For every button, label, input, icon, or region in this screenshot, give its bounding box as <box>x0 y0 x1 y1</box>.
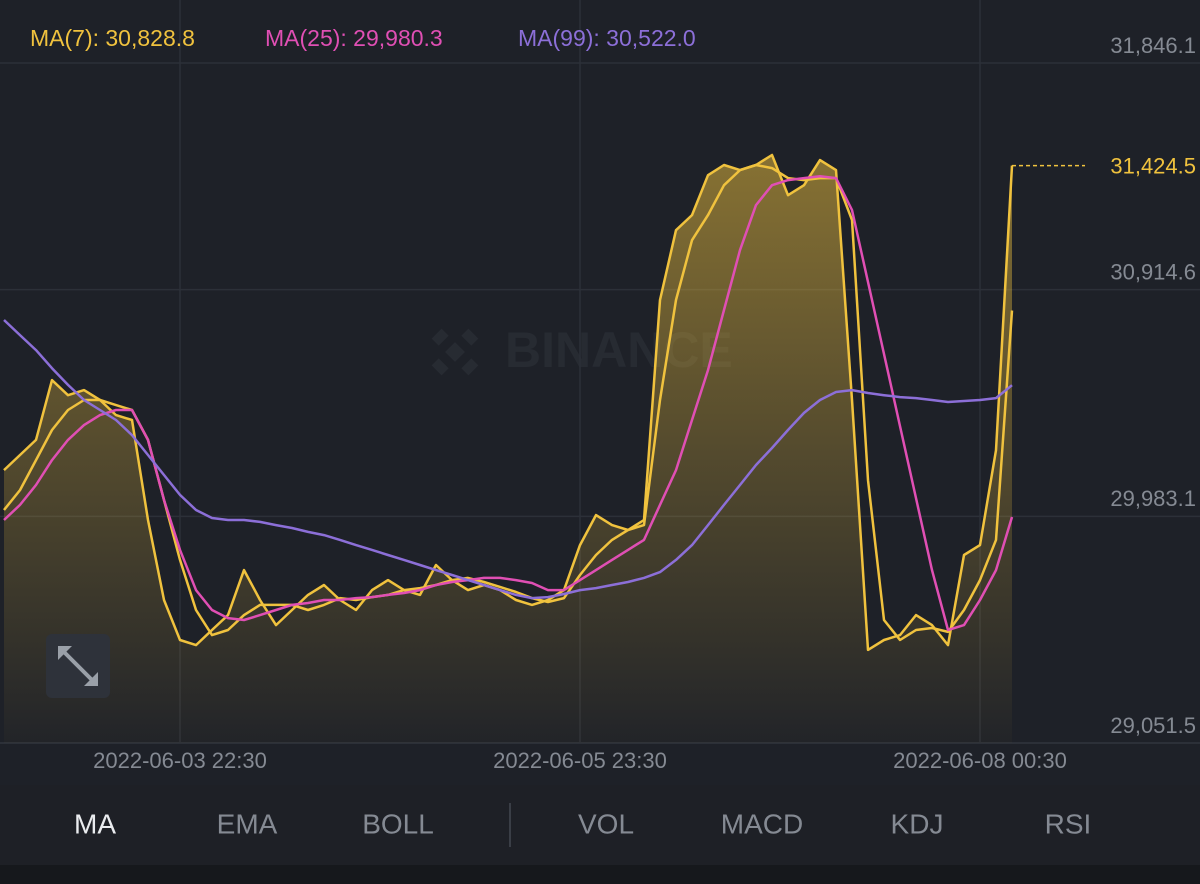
y-tick-label: 31,846.1 <box>1110 33 1196 58</box>
indicator-tab[interactable]: MACD <box>721 808 803 839</box>
y-tick-label: 29,983.1 <box>1110 486 1196 511</box>
expand-icon-line <box>60 648 96 684</box>
expand-button[interactable] <box>46 634 110 698</box>
tab-bar <box>0 785 1200 865</box>
y-tick-label: 29,051.5 <box>1110 713 1196 738</box>
indicator-tab[interactable]: BOLL <box>362 808 434 839</box>
indicator-tab[interactable]: VOL <box>578 808 634 839</box>
x-tick-label: 2022-06-03 22:30 <box>93 748 267 773</box>
series-line <box>3 163 1014 642</box>
legend-entry: MA(25): 29,980.3 <box>265 25 443 51</box>
bottom-strip <box>0 865 1200 884</box>
indicator-tab[interactable]: MA <box>74 808 116 839</box>
last-price-label: 31,424.5 <box>1110 153 1196 178</box>
series-line <box>3 153 1014 652</box>
indicator-tab[interactable]: EMA <box>217 808 278 839</box>
x-tick-label: 2022-06-05 23:30 <box>493 748 667 773</box>
indicator-tab[interactable]: KDJ <box>891 808 944 839</box>
x-tick-label: 2022-06-08 00:30 <box>893 748 1067 773</box>
legend-entry: MA(99): 30,522.0 <box>518 25 696 51</box>
series-line <box>3 319 1013 600</box>
legend-entry: MA(7): 30,828.8 <box>30 25 195 51</box>
price-area <box>4 155 1012 743</box>
indicator-tab[interactable]: RSI <box>1045 808 1092 839</box>
series-line <box>3 174 1014 632</box>
y-tick-label: 30,914.6 <box>1110 259 1196 284</box>
